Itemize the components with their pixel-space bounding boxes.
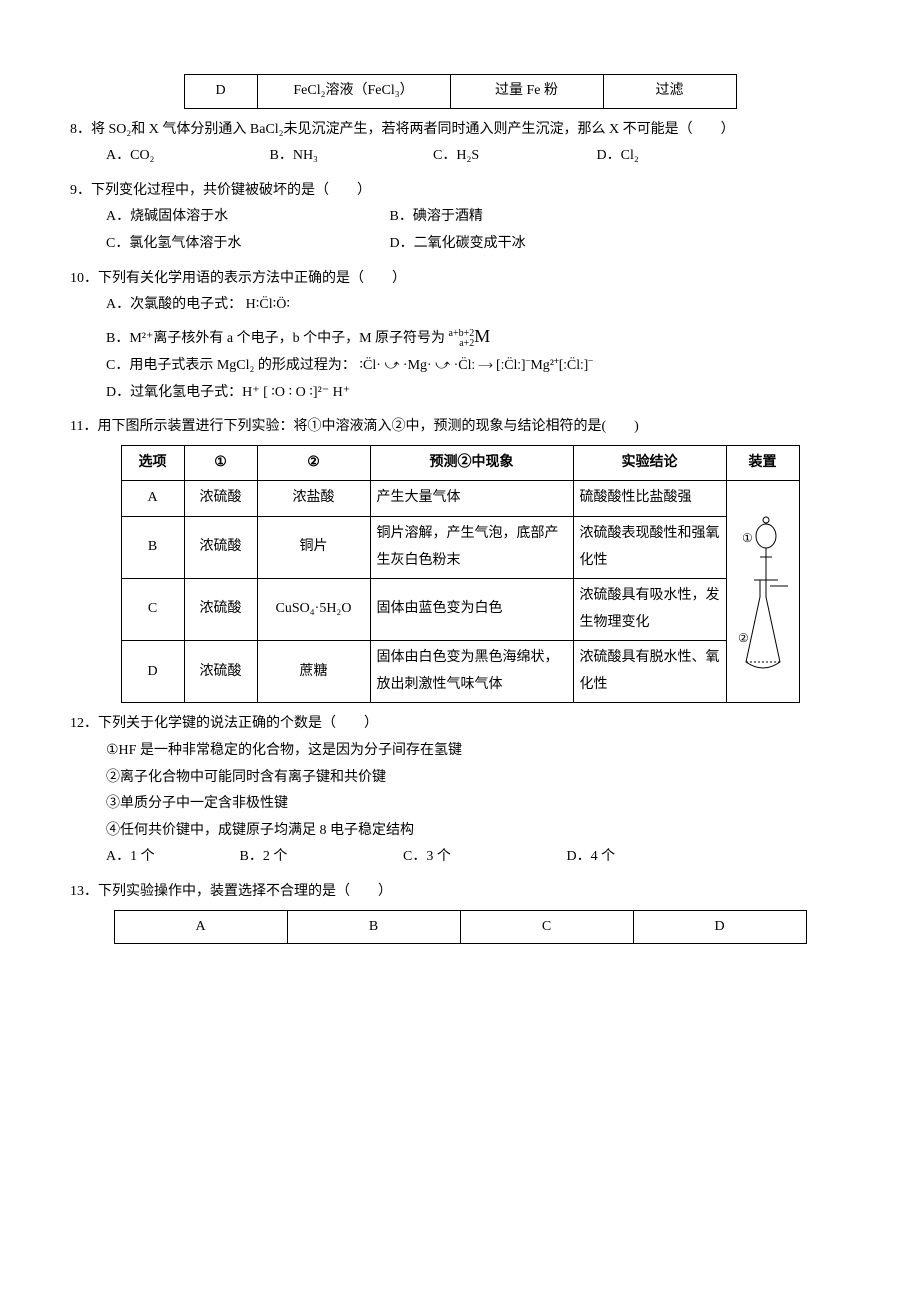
cell-c1: 浓硫酸	[184, 579, 257, 641]
q8: 8．将 SO₂和 X 气体分别通入 BaCl₂未见沉淀产生，若将两者同时通入则产…	[70, 117, 850, 170]
cell-c1: 浓硫酸	[184, 481, 257, 517]
table-row: C 浓硫酸 CuSO₄·5H₂O 固体由蓝色变为白色 浓硫酸具有吸水性，发生物理…	[121, 579, 799, 641]
q13-col-c: C	[460, 910, 633, 944]
q12-opt-a: A．1 个	[106, 844, 236, 871]
table-header-row: 选项 ① ② 预测②中现象 实验结论 装置	[121, 445, 799, 481]
table-row: A 浓硫酸 浓盐酸 产生大量气体 硫酸酸性比盐酸强 ①	[121, 481, 799, 517]
q10-opt-d: D．过氧化氢电子式：H⁺ [ ∶O ∶ O ∶]²⁻ H⁺	[70, 380, 850, 407]
col-option: 选项	[121, 445, 184, 481]
q13-col-d: D	[633, 910, 806, 944]
q9-opt-a: A．烧碱固体溶于水	[106, 204, 386, 231]
cell-c3: 铜片溶解，产生气泡，底部产生灰白色粉末	[370, 516, 573, 578]
table-row: D 浓硫酸 蔗糖 固体由白色变为黑色海绵状，放出刺激性气味气体 浓硫酸具有脱水性…	[121, 641, 799, 703]
q13: 13．下列实验操作中，装置选择不合理的是（ ） A B C D	[70, 879, 850, 944]
q9: 9．下列变化过程中，共价键被破坏的是（ ） A．烧碱固体溶于水 B．碘溶于酒精 …	[70, 178, 850, 258]
table-row: B 浓硫酸 铜片 铜片溶解，产生气泡，底部产生灰白色粉末 浓硫酸表现酸性和强氧化…	[121, 516, 799, 578]
cell-c4: 浓硫酸具有吸水性，发生物理变化	[573, 579, 726, 641]
q12-s2: ②离子化合物中可能同时含有离子键和共价键	[70, 765, 850, 792]
q9-stem: 9．下列变化过程中，共价键被破坏的是（ ）	[70, 178, 850, 205]
table-row: D FeCl₂溶液（FeCl₃） 过量 Fe 粉 过滤	[184, 75, 736, 109]
q11: 11．用下图所示装置进行下列实验：将①中溶液滴入②中，预测的现象与结论相符的是(…	[70, 414, 850, 703]
q12-stem: 12．下列关于化学键的说法正确的个数是（ ）	[70, 711, 850, 738]
q8-stem: 8．将 SO₂和 X 气体分别通入 BaCl₂未见沉淀产生，若将两者同时通入则产…	[70, 117, 850, 144]
q10: 10．下列有关化学用语的表示方法中正确的是（ ） A．次氯酸的电子式： H∶C̈…	[70, 266, 850, 407]
flask-funnel-icon: ① ②	[736, 502, 790, 682]
lewis-hclo: H∶C̈l∶Ö∶	[246, 297, 290, 312]
q10-stem: 10．下列有关化学用语的表示方法中正确的是（ ）	[70, 266, 850, 293]
col-2: ②	[257, 445, 370, 481]
col-1: ①	[184, 445, 257, 481]
q9-opt-d: D．二氧化碳变成干冰	[390, 231, 526, 258]
q7-table-fragment: D FeCl₂溶液（FeCl₃） 过量 Fe 粉 过滤	[184, 74, 737, 109]
q11-table: 选项 ① ② 预测②中现象 实验结论 装置 A 浓硫酸 浓盐酸 产生大量气体 硫…	[121, 445, 800, 704]
q13-col-b: B	[287, 910, 460, 944]
q8-opt-d: D．Cl₂	[597, 143, 757, 170]
q13-table: A B C D	[114, 910, 807, 945]
cell-c2: 浓盐酸	[257, 481, 370, 517]
q12-s4: ④任何共价键中，成键原子均满足 8 电子稳定结构	[70, 818, 850, 845]
cell-c2: 蔗糖	[257, 641, 370, 703]
cell-c2: 铜片	[257, 516, 370, 578]
q10-opt-a: A．次氯酸的电子式： H∶C̈l∶Ö∶	[70, 292, 850, 319]
cell-option: D	[184, 75, 257, 109]
col-device: 装置	[726, 445, 799, 481]
cell-opt: A	[121, 481, 184, 517]
col-concl: 实验结论	[573, 445, 726, 481]
q8-opt-c: C．H₂S	[433, 143, 593, 170]
cell-c1: 浓硫酸	[184, 641, 257, 703]
q12-opt-c: C．3 个	[403, 844, 563, 871]
q12-opt-d: D．4 个	[567, 844, 616, 871]
cell-c4: 硫酸酸性比盐酸强	[573, 481, 726, 517]
isotope-symbol: a+b+2 a+2 M	[449, 331, 491, 346]
q8-opt-b: B．NH₃	[270, 143, 430, 170]
q13-stem: 13．下列实验操作中，装置选择不合理的是（ ）	[70, 879, 850, 906]
cell-c4: 浓硫酸具有脱水性、氧化性	[573, 641, 726, 703]
cell-c3: 产生大量气体	[370, 481, 573, 517]
table-header-row: A B C D	[114, 910, 806, 944]
cell-c3: 固体由白色变为黑色海绵状，放出刺激性气味气体	[370, 641, 573, 703]
cell-opt: C	[121, 579, 184, 641]
q12-opt-b: B．2 个	[240, 844, 400, 871]
label-2: ②	[738, 631, 749, 645]
cell-opt: B	[121, 516, 184, 578]
cell-reagent: 过量 Fe 粉	[450, 75, 603, 109]
q13-col-a: A	[114, 910, 287, 944]
cell-operation: 过滤	[603, 75, 736, 109]
q10-opt-c: C．用电子式表示 MgCl₂ 的形成过程为： ∶C̈l· ⤻ ·Mg· ⤻ ·C…	[70, 353, 850, 380]
cell-c3: 固体由蓝色变为白色	[370, 579, 573, 641]
q12: 12．下列关于化学键的说法正确的个数是（ ） ①HF 是一种非常稳定的化合物，这…	[70, 711, 850, 871]
q9-opt-c: C．氯化氢气体溶于水	[106, 231, 386, 258]
lewis-mgcl2-formation: ∶C̈l· ⤻ ·Mg· ⤻ ·C̈l∶ ⟶ [∶C̈l∶]⁻Mg²⁺[∶C̈l…	[359, 358, 593, 373]
cell-c1: 浓硫酸	[184, 516, 257, 578]
col-phenom: 预测②中现象	[370, 445, 573, 481]
cell-c2: CuSO₄·5H₂O	[257, 579, 370, 641]
q8-opt-a: A．CO₂	[106, 143, 266, 170]
cell-opt: D	[121, 641, 184, 703]
cell-substance: FeCl₂溶液（FeCl₃）	[257, 75, 450, 109]
q12-s3: ③单质分子中一定含非极性键	[70, 791, 850, 818]
q12-s1: ①HF 是一种非常稳定的化合物，这是因为分子间存在氢键	[70, 738, 850, 765]
apparatus-figure: ① ②	[726, 481, 799, 703]
cell-c4: 浓硫酸表现酸性和强氧化性	[573, 516, 726, 578]
q11-stem: 11．用下图所示装置进行下列实验：将①中溶液滴入②中，预测的现象与结论相符的是(…	[70, 414, 850, 441]
q10-opt-b: B．M²⁺离子核外有 a 个电子，b 个中子，M 原子符号为 a+b+2 a+2…	[70, 319, 850, 353]
label-1: ①	[742, 531, 753, 545]
q9-opt-b: B．碘溶于酒精	[390, 204, 483, 231]
